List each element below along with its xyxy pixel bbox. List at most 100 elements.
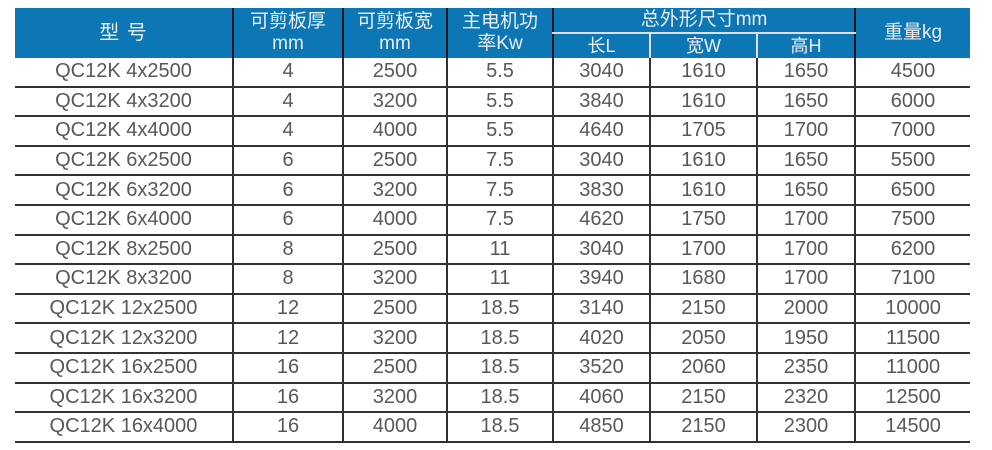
cell-value: 11	[446, 264, 553, 295]
cell-value: 4500	[854, 58, 971, 88]
cell-value: 3040	[552, 58, 650, 88]
cell-value: 3840	[552, 86, 650, 118]
col-header-dim-height: 高H	[755, 33, 856, 58]
table-row: QC12K 4x3200 4 3200 5.5 3840 1610 1650 6000	[15, 86, 971, 118]
col-header-width-line2: mm	[379, 33, 411, 54]
cell-value: 6500	[854, 175, 971, 206]
header-row-1: 型 号 可剪板厚 mm 可剪板宽 mm 主电机功 率Kw 总外形尺寸mm 重量k…	[15, 8, 971, 58]
cell-value: 6200	[854, 234, 971, 266]
cell-value: 1700	[755, 234, 856, 266]
cell-value: 3200	[342, 382, 447, 414]
table-row: QC12K 16x2500 16 2500 18.5 3520 2060 2350 11000	[15, 352, 971, 384]
cell-value: 5.5	[446, 58, 553, 88]
cell-model: QC12K 6x2500	[15, 145, 233, 177]
cell-value: 1610	[649, 145, 757, 177]
cell-value: 4	[232, 86, 343, 118]
cell-value: 10000	[854, 293, 971, 325]
cell-value: 11	[446, 234, 553, 266]
cell-value: 1650	[755, 145, 856, 177]
cell-value: 4	[232, 58, 343, 88]
cell-value: 6000	[854, 86, 971, 118]
cell-model: QC12K 12x3200	[15, 323, 233, 354]
cell-value: 7.5	[446, 145, 553, 177]
cell-value: 1610	[649, 175, 757, 206]
cell-value: 1610	[649, 86, 757, 118]
cell-value: 2150	[649, 293, 757, 325]
table-row: QC12K 6x3200 6 3200 7.5 3830 1610 1650 6500	[15, 175, 971, 206]
cell-model: QC12K 6x4000	[15, 204, 233, 236]
table-row: QC12K 12x2500 12 2500 18.5 3140 2150 2000 10000	[15, 293, 971, 325]
cell-value: 3200	[342, 264, 447, 295]
cell-value: 2050	[649, 323, 757, 354]
table-row: QC12K 4x2500 4 2500 5.5 3040 1610 1650 4500	[15, 58, 971, 88]
cell-value: 8	[232, 264, 343, 295]
cell-value: 3940	[552, 264, 650, 295]
table-body: QC12K 4x2500 4 2500 5.5 3040 1610 1650 4500 QC12…	[15, 58, 971, 443]
cell-value: 18.5	[446, 382, 553, 414]
cell-value: 12500	[854, 382, 971, 414]
cell-value: 7100	[854, 264, 971, 295]
cell-value: 18.5	[446, 352, 553, 384]
cell-value: 18.5	[446, 293, 553, 325]
col-header-width-line1: 可剪板宽	[356, 11, 433, 32]
cell-value: 6	[232, 204, 343, 236]
cell-value: 4620	[552, 204, 650, 236]
cell-value: 2500	[342, 58, 447, 88]
cell-value: 4	[232, 116, 343, 147]
cell-value: 2150	[649, 412, 757, 443]
cell-value: 2350	[755, 352, 856, 384]
cell-model: QC12K 8x2500	[15, 234, 233, 266]
col-header-dim-width: 宽W	[649, 33, 757, 58]
cell-value: 1700	[649, 234, 757, 266]
cell-value: 2500	[342, 293, 447, 325]
table-header: 型 号 可剪板厚 mm 可剪板宽 mm 主电机功 率Kw 总外形尺寸mm 重量k…	[15, 8, 971, 58]
cell-value: 3140	[552, 293, 650, 325]
cell-value: 3200	[342, 175, 447, 206]
cell-value: 16	[232, 382, 343, 414]
col-header-width: 可剪板宽 mm	[342, 8, 447, 58]
table-row: QC12K 16x4000 16 4000 18.5 4850 2150 2300 14500	[15, 412, 971, 443]
cell-value: 1700	[755, 264, 856, 295]
cell-value: 4060	[552, 382, 650, 414]
cell-value: 2300	[755, 412, 856, 443]
cell-value: 7500	[854, 204, 971, 236]
cell-value: 4000	[342, 204, 447, 236]
cell-value: 3200	[342, 323, 447, 354]
cell-value: 3520	[552, 352, 650, 384]
header-row-2: 长L 宽W 高H	[15, 33, 970, 58]
cell-model: QC12K 4x2500	[15, 58, 233, 88]
cell-value: 2060	[649, 352, 757, 384]
cell-value: 8	[232, 234, 343, 266]
cell-value: 3040	[552, 234, 650, 266]
spec-table: 型 号 可剪板厚 mm 可剪板宽 mm 主电机功 率Kw 总外形尺寸mm 重量k…	[15, 8, 971, 443]
table-row: QC12K 16x3200 16 3200 18.5 4060 2150 2320 12500	[15, 382, 971, 414]
cell-model: QC12K 8x3200	[15, 264, 233, 295]
cell-value: 2500	[342, 234, 447, 266]
cell-value: 11500	[854, 323, 971, 354]
col-header-power-line2: 率Kw	[477, 33, 523, 54]
cell-value: 2000	[755, 293, 856, 325]
cell-value: 11000	[854, 352, 971, 384]
cell-value: 1700	[755, 204, 856, 236]
cell-value: 4850	[552, 412, 650, 443]
cell-model: QC12K 4x3200	[15, 86, 233, 118]
cell-value: 7.5	[446, 175, 553, 206]
col-header-length: 长L	[552, 33, 650, 58]
cell-value: 1650	[755, 58, 856, 88]
cell-value: 3040	[552, 145, 650, 177]
cell-value: 4000	[342, 412, 447, 443]
cell-value: 5.5	[446, 116, 553, 147]
cell-value: 1700	[755, 116, 856, 147]
cell-value: 1750	[649, 204, 757, 236]
cell-value: 5500	[854, 145, 971, 177]
cell-value: 14500	[854, 412, 971, 443]
cell-value: 3830	[552, 175, 650, 206]
cell-value: 7000	[854, 116, 971, 147]
col-header-dimensions-group: 总外形尺寸mm	[551, 8, 856, 34]
cell-value: 1610	[649, 58, 757, 88]
col-header-thickness-line1: 可剪板厚	[249, 11, 326, 32]
cell-value: 1705	[649, 116, 757, 147]
col-header-power: 主电机功 率Kw	[446, 8, 553, 58]
cell-value: 18.5	[446, 323, 553, 354]
table-row: QC12K 8x3200 8 3200 11 3940 1680 1700 7100	[15, 264, 971, 295]
